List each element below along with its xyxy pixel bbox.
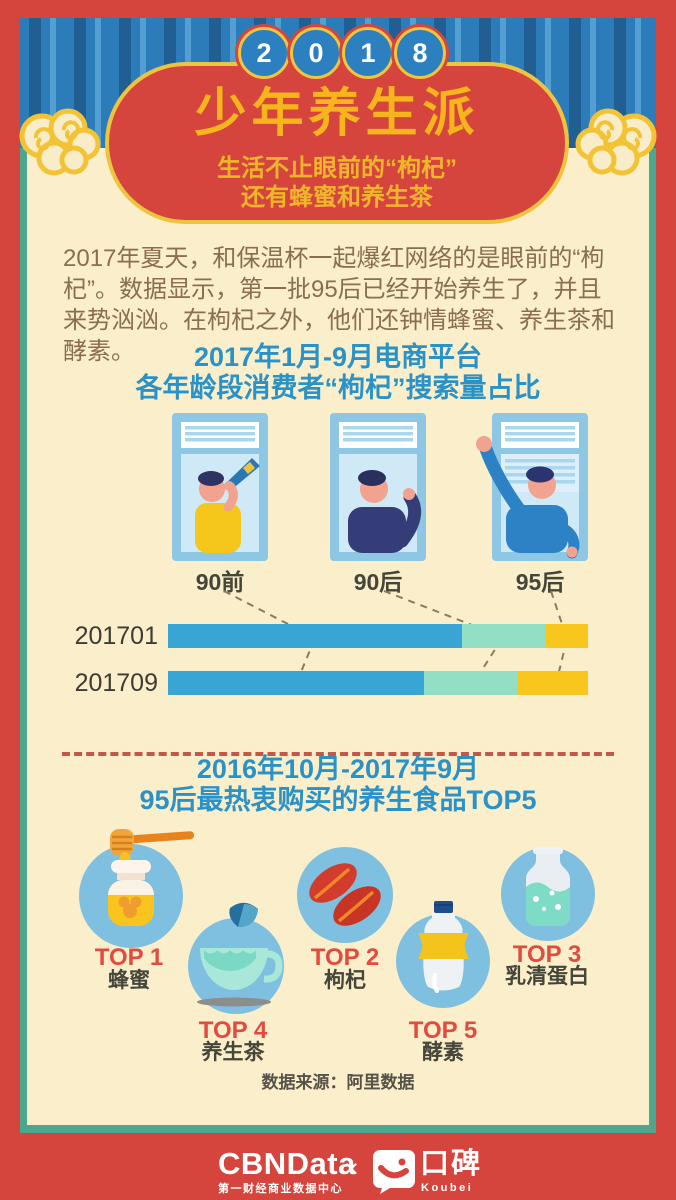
koubei-logo-subtitle: Koubei xyxy=(421,1182,474,1194)
top5-name: 酵素 xyxy=(422,1041,464,1064)
bar-segment-90后 xyxy=(462,624,546,648)
intro-paragraph: 2017年夏天，和保温杯一起爆红网络的是眼前的“枸杞”。数据显示，第一批95后已… xyxy=(63,245,615,365)
top5-name: 枸杞 xyxy=(324,969,366,992)
group-label-90hou: 90后 xyxy=(353,569,403,595)
top5-rank: TOP 1 xyxy=(94,944,164,971)
year-2018-circles: 2 0 1 8 xyxy=(238,27,446,79)
bar-category-label: 201701 xyxy=(74,622,158,650)
top5-name: 养生茶 xyxy=(201,1041,265,1064)
top5-rank: TOP 2 xyxy=(310,944,380,971)
window-figure-95hou xyxy=(476,413,588,561)
bar-segment-95后 xyxy=(546,624,588,648)
top5-title-line-2: 95后最热衷购买的养生食品TOP5 xyxy=(139,785,537,815)
year-digit-circle: 1 xyxy=(342,27,394,79)
top5-name: 蜂蜜 xyxy=(108,969,150,992)
top5-rank: TOP 3 xyxy=(512,941,582,968)
bar-segment-90前 xyxy=(168,624,462,648)
subtitle-line-2: 还有蜂蜜和养生茶 xyxy=(241,184,433,211)
title-badge: 少年养生派 生活不止眼前的“枸杞” 还有蜂蜜和养生茶 xyxy=(105,62,569,224)
honey-jar-icon xyxy=(79,829,195,948)
subtitle-line-1: 生活不止眼前的“枸杞” xyxy=(217,155,457,182)
stacked-bar-201701 xyxy=(168,624,588,648)
cloud-icon xyxy=(19,108,101,176)
top5-title: 2016年10月-2017年9月 95后最热衷购买的养生食品TOP5 xyxy=(20,756,656,814)
poster-subtitle: 生活不止眼前的“枸杞” 还有蜂蜜和养生茶 xyxy=(217,154,457,212)
poster-title: 少年养生派 xyxy=(194,85,480,143)
top5-rank: TOP 4 xyxy=(198,1017,268,1044)
stacked-bar-201709 xyxy=(168,671,588,695)
whey-protein-bottle-icon xyxy=(501,847,595,941)
window-figure-90qian xyxy=(172,413,268,561)
bar-segment-90后 xyxy=(424,671,517,695)
goji-berries-icon xyxy=(297,847,393,943)
chart-title-line-1: 2017年1月-9月电商平台 xyxy=(193,342,483,372)
year-digit-circle: 8 xyxy=(394,27,446,79)
koubei-smile-icon xyxy=(373,1150,415,1194)
cbndata-logo-subtitle: 第一财经商业数据中心 xyxy=(218,1183,343,1195)
koubei-logo: 口碑 xyxy=(420,1148,483,1180)
group-label-95hou: 95后 xyxy=(515,569,565,595)
year-digit-circle: 2 xyxy=(238,27,290,79)
window-figure-90hou xyxy=(330,413,426,561)
bar-category-label: 201709 xyxy=(74,669,158,697)
data-source-note: 数据来源：阿里数据 xyxy=(261,1073,415,1092)
chart-title: 2017年1月-9月电商平台 各年龄段消费者“枸杞”搜索量占比 xyxy=(20,344,656,402)
chart-title-line-2: 各年龄段消费者“枸杞”搜索量占比 xyxy=(135,373,541,403)
group-label-90qian: 90前 xyxy=(195,569,245,595)
herbal-tea-cup-icon xyxy=(188,902,284,1014)
enzyme-drink-bottle-icon xyxy=(396,901,490,1008)
bar-segment-90前 xyxy=(168,671,425,695)
dashed-connector-lines xyxy=(223,590,569,685)
top5-title-line-1: 2016年10月-2017年9月 xyxy=(196,754,480,784)
top5-rank: TOP 5 xyxy=(408,1017,478,1044)
cbndata-logo: CBNData xyxy=(218,1146,356,1181)
year-digit-circle: 0 xyxy=(290,27,342,79)
top5-name: 乳清蛋白 xyxy=(505,965,589,988)
cloud-icon xyxy=(575,108,657,176)
logo-separator: × xyxy=(344,1155,359,1183)
dashed-divider xyxy=(62,752,614,756)
bar-segment-95后 xyxy=(516,671,588,695)
